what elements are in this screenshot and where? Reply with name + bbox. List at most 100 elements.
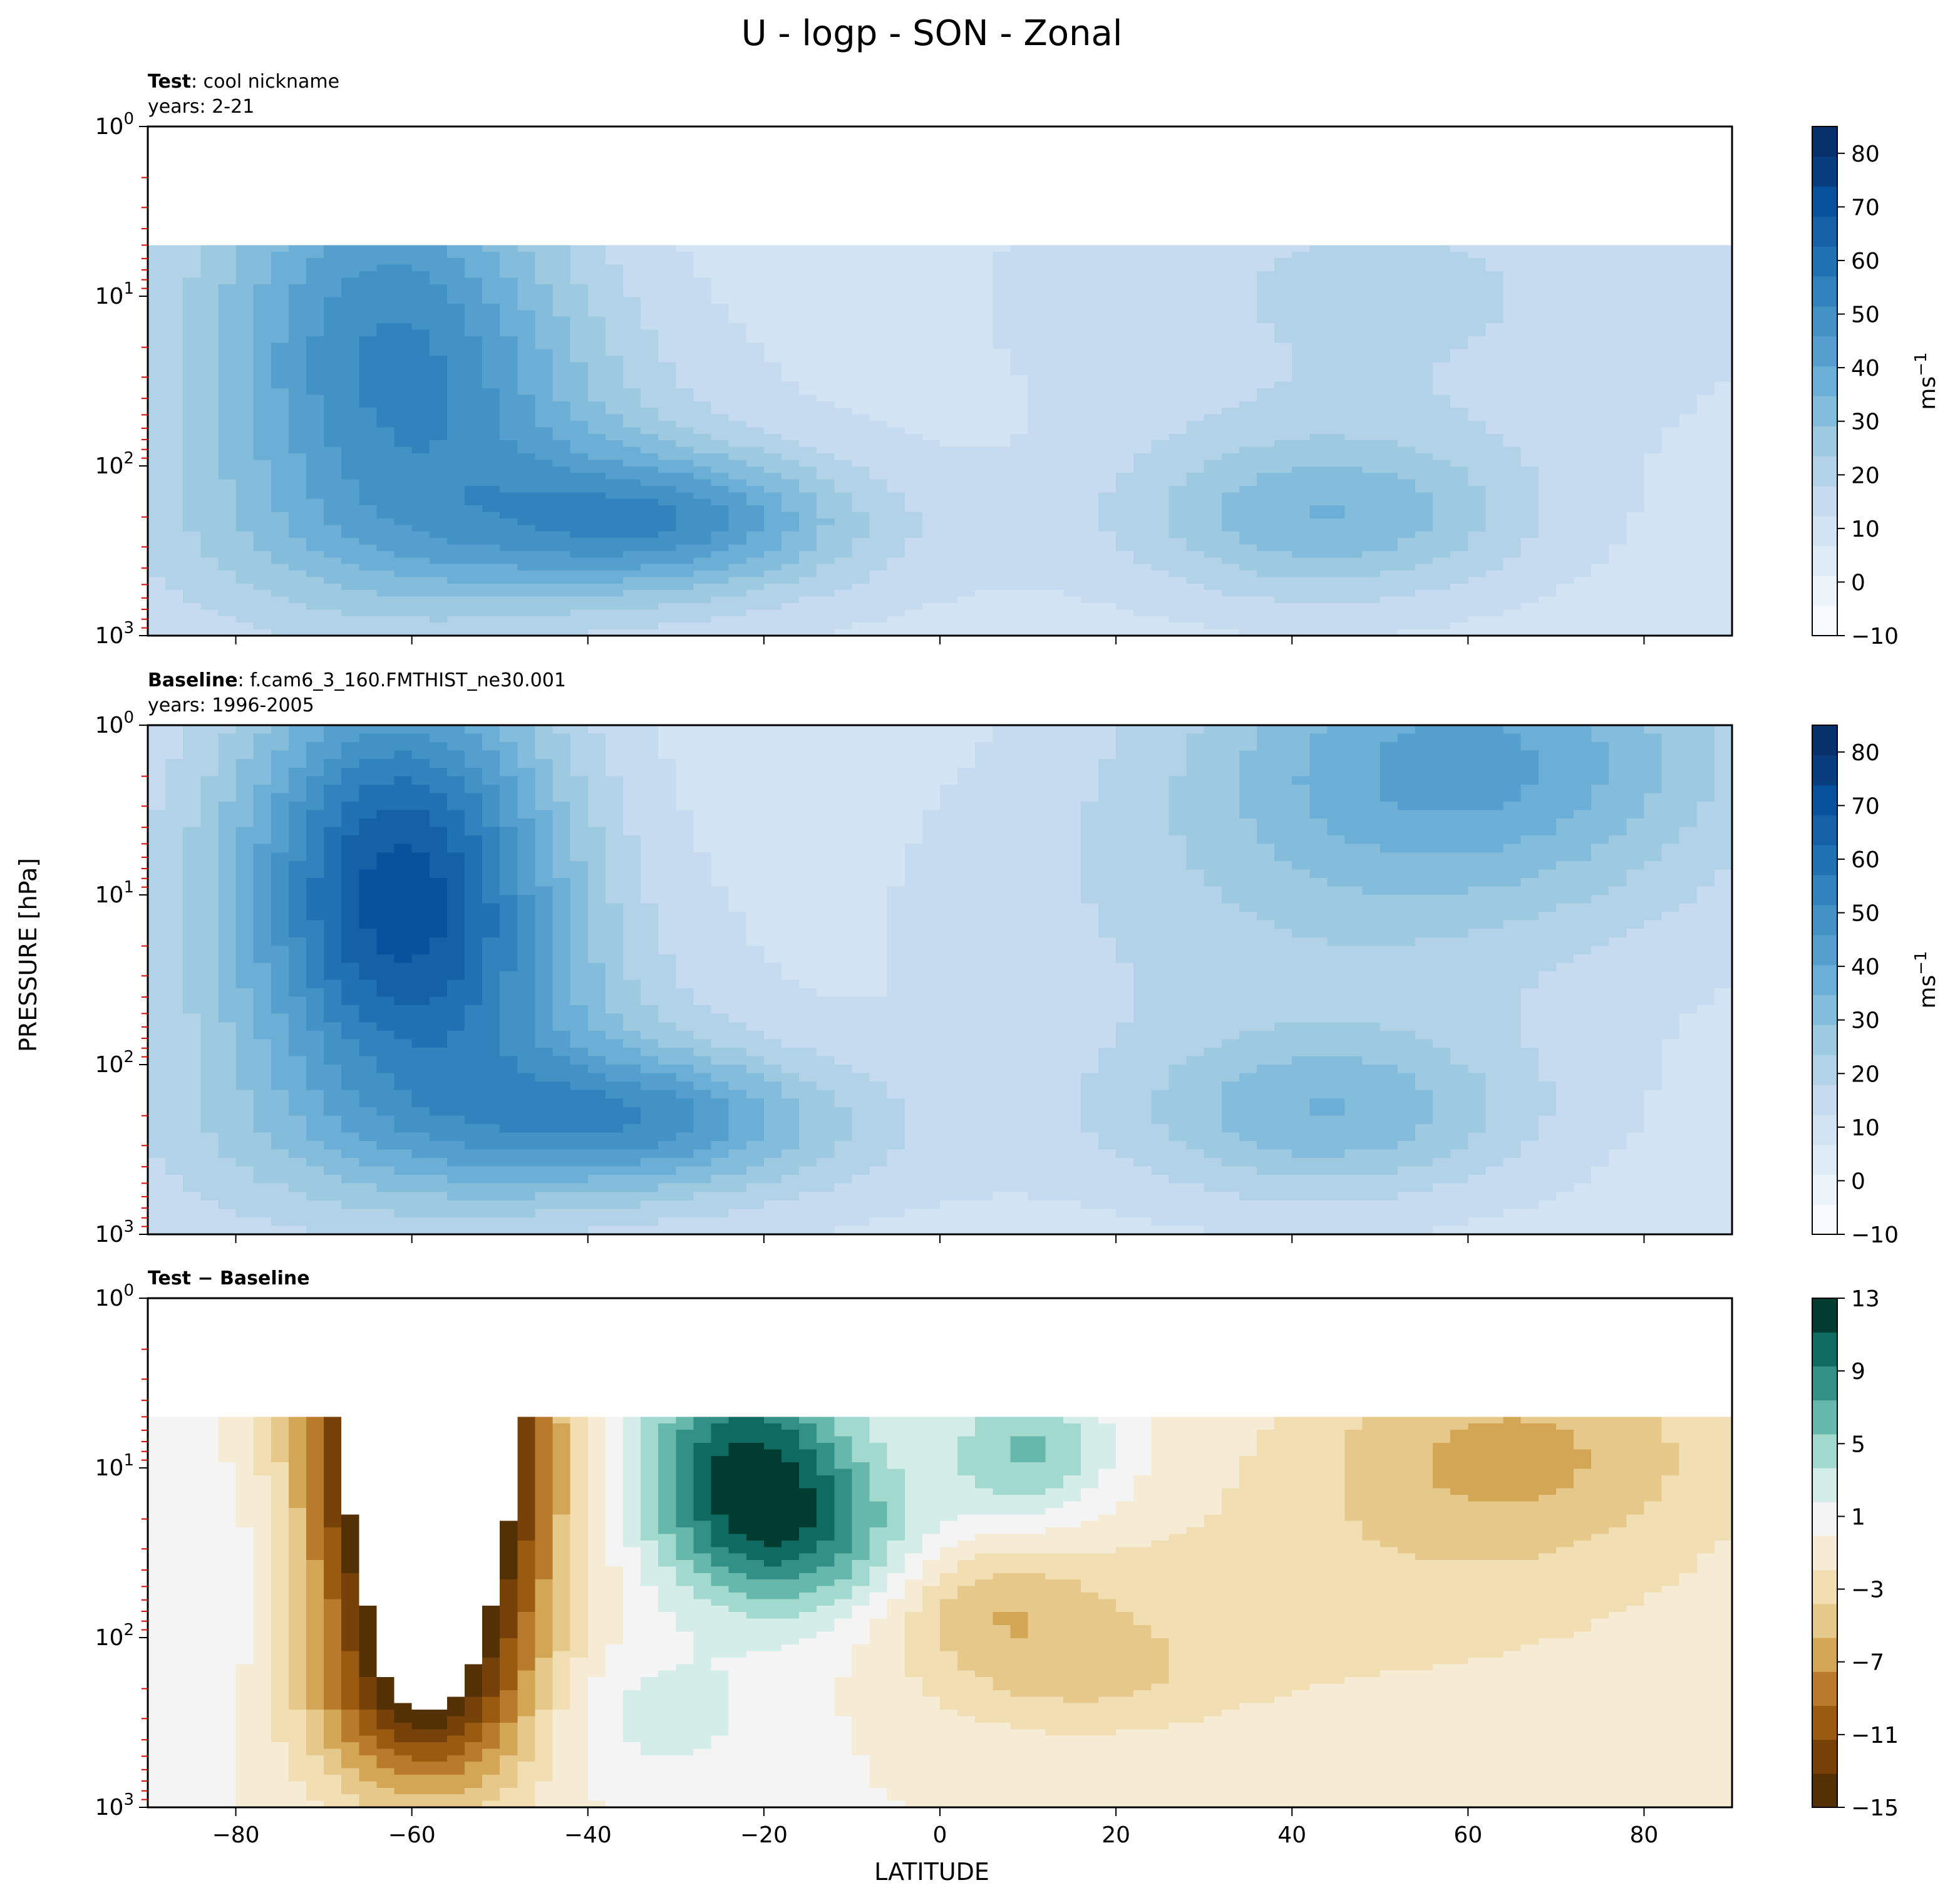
contour-cell — [799, 512, 817, 519]
contour-cell — [1714, 329, 1733, 337]
contour-cell — [1204, 492, 1222, 500]
contour-cell — [394, 544, 413, 552]
contour-cell — [1468, 557, 1486, 565]
contour-cell — [1133, 368, 1152, 376]
contour-cell — [799, 453, 817, 460]
contour-cell — [1344, 590, 1363, 597]
contour-cell — [1538, 356, 1557, 363]
contour-cell — [693, 518, 712, 525]
contour-cell — [253, 473, 272, 480]
contour-cell — [288, 297, 307, 304]
contour-cell — [253, 440, 272, 448]
contour-cell — [1574, 577, 1592, 584]
contour-cell — [1433, 453, 1451, 460]
contour-cell — [711, 479, 730, 487]
contour-cell — [1151, 583, 1169, 591]
contour-cell — [376, 498, 395, 506]
contour-cell — [552, 297, 571, 304]
contour-cell — [1186, 564, 1205, 571]
contour-cell — [1520, 277, 1539, 285]
contour-cell — [482, 297, 500, 304]
contour-cell — [148, 479, 166, 487]
contour-cell — [1080, 544, 1099, 552]
contour-cell — [570, 291, 589, 298]
contour-cell — [728, 427, 747, 435]
contour-cell — [834, 284, 852, 291]
contour-cell — [799, 571, 817, 578]
contour-cell — [641, 473, 659, 480]
contour-cell — [465, 291, 483, 298]
contour-cell — [1644, 498, 1663, 506]
contour-cell — [306, 505, 324, 513]
contour-cell — [834, 395, 852, 402]
contour-cell — [1010, 479, 1029, 487]
contour-cell — [993, 590, 1011, 597]
contour-cell — [271, 291, 289, 298]
contour-cell — [1204, 544, 1222, 552]
contour-cell — [852, 375, 870, 383]
contour-cell — [852, 401, 870, 408]
contour-cell — [605, 453, 624, 460]
contour-cell — [1327, 460, 1346, 467]
contour-cell — [834, 486, 852, 493]
contour-cell — [922, 577, 941, 584]
contour-cell — [817, 550, 835, 558]
contour-cell — [1626, 538, 1644, 545]
contour-cell — [570, 408, 589, 415]
contour-cell — [1063, 375, 1081, 383]
contour-cell — [446, 596, 465, 604]
contour-cell — [1538, 297, 1557, 304]
contour-cell — [1433, 245, 1451, 252]
contour-cell — [693, 388, 712, 396]
contour-cell — [1080, 557, 1099, 565]
contour-cell — [993, 329, 1011, 337]
contour-cell — [852, 277, 870, 285]
contour-cell — [1010, 349, 1029, 356]
contour-cell — [1520, 440, 1539, 448]
contour-cell — [1257, 284, 1275, 291]
contour-cell — [1468, 538, 1486, 545]
contour-cell — [676, 531, 694, 539]
contour-cell — [940, 447, 958, 454]
contour-cell — [1063, 583, 1081, 591]
contour-cell — [975, 401, 993, 408]
contour-cell — [1468, 590, 1486, 597]
contour-cell — [887, 433, 905, 441]
contour-cell — [676, 518, 694, 525]
contour-cell — [1696, 271, 1715, 278]
contour-cell — [394, 310, 413, 318]
contour-cell — [1397, 531, 1416, 539]
contour-cell — [271, 505, 289, 513]
contour-cell — [446, 473, 465, 480]
contour-cell — [728, 297, 747, 304]
contour-cell — [1661, 479, 1680, 487]
contour-cell — [922, 433, 941, 441]
contour-cell — [922, 571, 941, 578]
contour-cell — [271, 264, 289, 272]
contour-cell — [799, 310, 817, 318]
contour-cell — [429, 498, 448, 506]
contour-cell — [922, 550, 941, 558]
contour-cell — [446, 440, 465, 448]
contour-cell — [904, 284, 923, 291]
contour-cell — [1309, 518, 1328, 525]
contour-cell — [781, 245, 800, 252]
contour-cell — [975, 304, 993, 311]
contour-cell — [1591, 440, 1609, 448]
contour-cell — [288, 291, 307, 298]
contour-cell — [623, 421, 641, 428]
contour-cell — [1362, 343, 1381, 350]
contour-cell — [376, 505, 395, 513]
contour-cell — [271, 590, 289, 597]
contour-cell — [535, 505, 554, 513]
contour-cell — [1644, 414, 1663, 421]
contour-cell — [817, 401, 835, 408]
contour-cell — [1151, 271, 1169, 278]
contour-cell — [676, 245, 694, 252]
contour-cell — [376, 479, 395, 487]
contour-cell — [1274, 251, 1292, 259]
contour-cell — [1327, 316, 1346, 324]
contour-cell — [465, 310, 483, 318]
contour-cell — [1362, 544, 1381, 552]
